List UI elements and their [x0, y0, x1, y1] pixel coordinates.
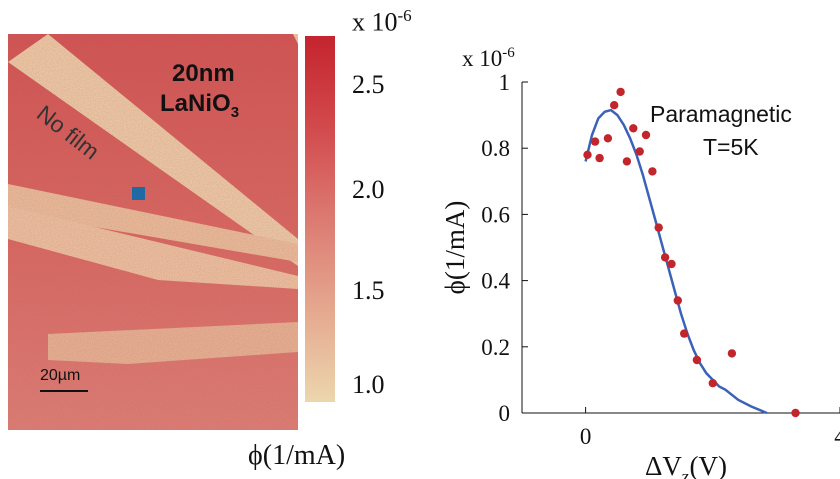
flux-map [8, 34, 298, 430]
y-tick-label: 0.4 [481, 269, 510, 294]
y-tick-label: 0.2 [481, 335, 510, 360]
y-tick-label: 1 [499, 70, 511, 95]
data-point [603, 134, 613, 143]
colorbar [305, 36, 335, 402]
colorbar-tick: 2.0 [352, 175, 385, 204]
y-tick-label: 0.8 [481, 136, 510, 161]
flux-vs-voltage-plot: 0 0.2 0.4 0.6 0.8 1 0 4 x 10-6 ϕ(1/mA) ΔVz(V) Param… [440, 45, 840, 479]
x-tick-label: 0 [580, 424, 592, 449]
map-label-thickness: 20nm [172, 60, 235, 87]
colorbar-label: ϕ(1/mA) [248, 440, 346, 471]
data-point [660, 253, 670, 262]
y-axis-label: ϕ(1/mA) [440, 201, 470, 295]
data-point [622, 157, 632, 166]
data-point [692, 355, 702, 365]
y-multiplier: x 10-6 [462, 45, 515, 71]
data-point [727, 349, 737, 358]
annotation-line1: Paramagnetic [650, 101, 792, 127]
data-point [635, 147, 644, 156]
data-point [610, 101, 619, 110]
y-tick-label: 0 [499, 401, 511, 426]
data-point [673, 296, 682, 305]
measurement-marker [132, 187, 145, 200]
colorbar-tick: 1.5 [352, 276, 385, 305]
data-point [629, 124, 638, 133]
annotation-line2: T=5K [703, 134, 759, 160]
data-point [641, 130, 651, 140]
data-point [791, 408, 800, 418]
scale-bar-label: 20µm [40, 367, 81, 384]
colorbar-tick: 1.0 [352, 370, 385, 399]
data-point [590, 137, 600, 146]
data-point [616, 87, 625, 97]
x-tick-label: 4 [834, 424, 840, 449]
x-axis-label: ΔVz(V) [645, 451, 727, 479]
data-point [680, 329, 689, 338]
y-tick-label: 0.6 [481, 202, 510, 227]
colorbar-tick: 2.5 [352, 70, 385, 99]
data-point [708, 379, 717, 388]
data-point [667, 259, 676, 269]
data-point [654, 223, 663, 232]
data-point [595, 153, 604, 163]
map-label-material: LaNiO3 [160, 90, 240, 121]
colorbar-multiplier: x 10-6 [352, 6, 412, 37]
data-point [648, 167, 657, 176]
data-point [583, 150, 592, 159]
